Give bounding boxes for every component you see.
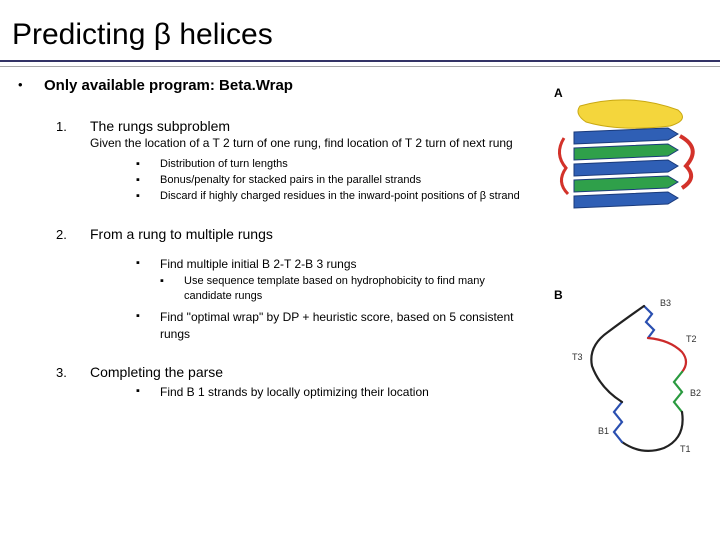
diagram-label-b3: B3 bbox=[660, 298, 671, 308]
figure-b-label: B bbox=[554, 288, 563, 302]
bullet-marker: • bbox=[14, 77, 44, 94]
bullet-list: ▪Find multiple initial B 2-T 2-B 3 rungs bbox=[136, 256, 526, 272]
list-item-text: Discard if highly charged residues in th… bbox=[160, 189, 520, 204]
section-2: 2. From a rung to multiple rungs ▪Find m… bbox=[56, 226, 526, 342]
bullet-list: ▪Find "optimal wrap" by DP + heuristic s… bbox=[136, 309, 526, 341]
rung-diagram-icon: B3 T2 T3 B2 B1 T1 bbox=[552, 292, 712, 472]
top-bullet-row: • Only available program: Beta.Wrap bbox=[14, 77, 526, 94]
list-item-text: Find B 1 strands by locally optimizing t… bbox=[160, 384, 429, 400]
beta-helix-icon bbox=[550, 88, 714, 228]
section-3: 3. Completing the parse ▪Find B 1 strand… bbox=[56, 364, 526, 400]
list-item: ▪Bonus/penalty for stacked pairs in the … bbox=[136, 173, 526, 188]
section-subtext: Given the location of a T 2 turn of one … bbox=[90, 136, 526, 151]
list-item: ▪Find multiple initial B 2-T 2-B 3 rungs bbox=[136, 256, 526, 272]
bullet-list: ▪Distribution of turn lengths ▪Bonus/pen… bbox=[136, 157, 526, 204]
diagram-label-t2: T2 bbox=[686, 334, 697, 344]
list-item: ▪Discard if highly charged residues in t… bbox=[136, 189, 526, 204]
figure-a-label: A bbox=[554, 86, 563, 100]
diagram-label-b2: B2 bbox=[690, 388, 701, 398]
top-bullet-label: Only available program: Beta.Wrap bbox=[44, 77, 293, 94]
section-number: 1. bbox=[56, 119, 90, 134]
diagram-label-b1: B1 bbox=[598, 426, 609, 436]
list-item: ▪Find "optimal wrap" by DP + heuristic s… bbox=[136, 309, 526, 341]
list-item-text: Find multiple initial B 2-T 2-B 3 rungs bbox=[160, 256, 357, 272]
section-number: 3. bbox=[56, 365, 90, 380]
bullet-list: ▪Find B 1 strands by locally optimizing … bbox=[136, 384, 526, 400]
title-underline bbox=[0, 60, 720, 62]
list-item: ▪Find B 1 strands by locally optimizing … bbox=[136, 384, 526, 400]
list-item-text: Use sequence template based on hydrophob… bbox=[184, 274, 526, 304]
diagram-label-t1: T1 bbox=[680, 444, 691, 454]
section-title: From a rung to multiple rungs bbox=[90, 226, 273, 242]
slide-title: Predicting β helices bbox=[0, 0, 720, 60]
section-title: Completing the parse bbox=[90, 364, 223, 380]
content-area: • Only available program: Beta.Wrap 1. T… bbox=[0, 77, 540, 400]
nested-list: ▪Use sequence template based on hydropho… bbox=[160, 274, 526, 304]
section-title: The rungs subproblem bbox=[90, 118, 230, 134]
diagram-label-t3: T3 bbox=[572, 352, 583, 362]
list-item-text: Distribution of turn lengths bbox=[160, 157, 288, 172]
title-underline-thin bbox=[0, 66, 720, 67]
section-number: 2. bbox=[56, 227, 90, 242]
figure-a: A bbox=[550, 88, 714, 228]
list-item: ▪Use sequence template based on hydropho… bbox=[160, 274, 526, 304]
figure-b: B B3 T2 T3 B2 B1 T1 bbox=[552, 292, 712, 472]
list-item-text: Bonus/penalty for stacked pairs in the p… bbox=[160, 173, 421, 188]
section-1: 1. The rungs subproblem Given the locati… bbox=[56, 118, 526, 204]
list-item: ▪Distribution of turn lengths bbox=[136, 157, 526, 172]
list-item-text: Find "optimal wrap" by DP + heuristic sc… bbox=[160, 309, 526, 341]
